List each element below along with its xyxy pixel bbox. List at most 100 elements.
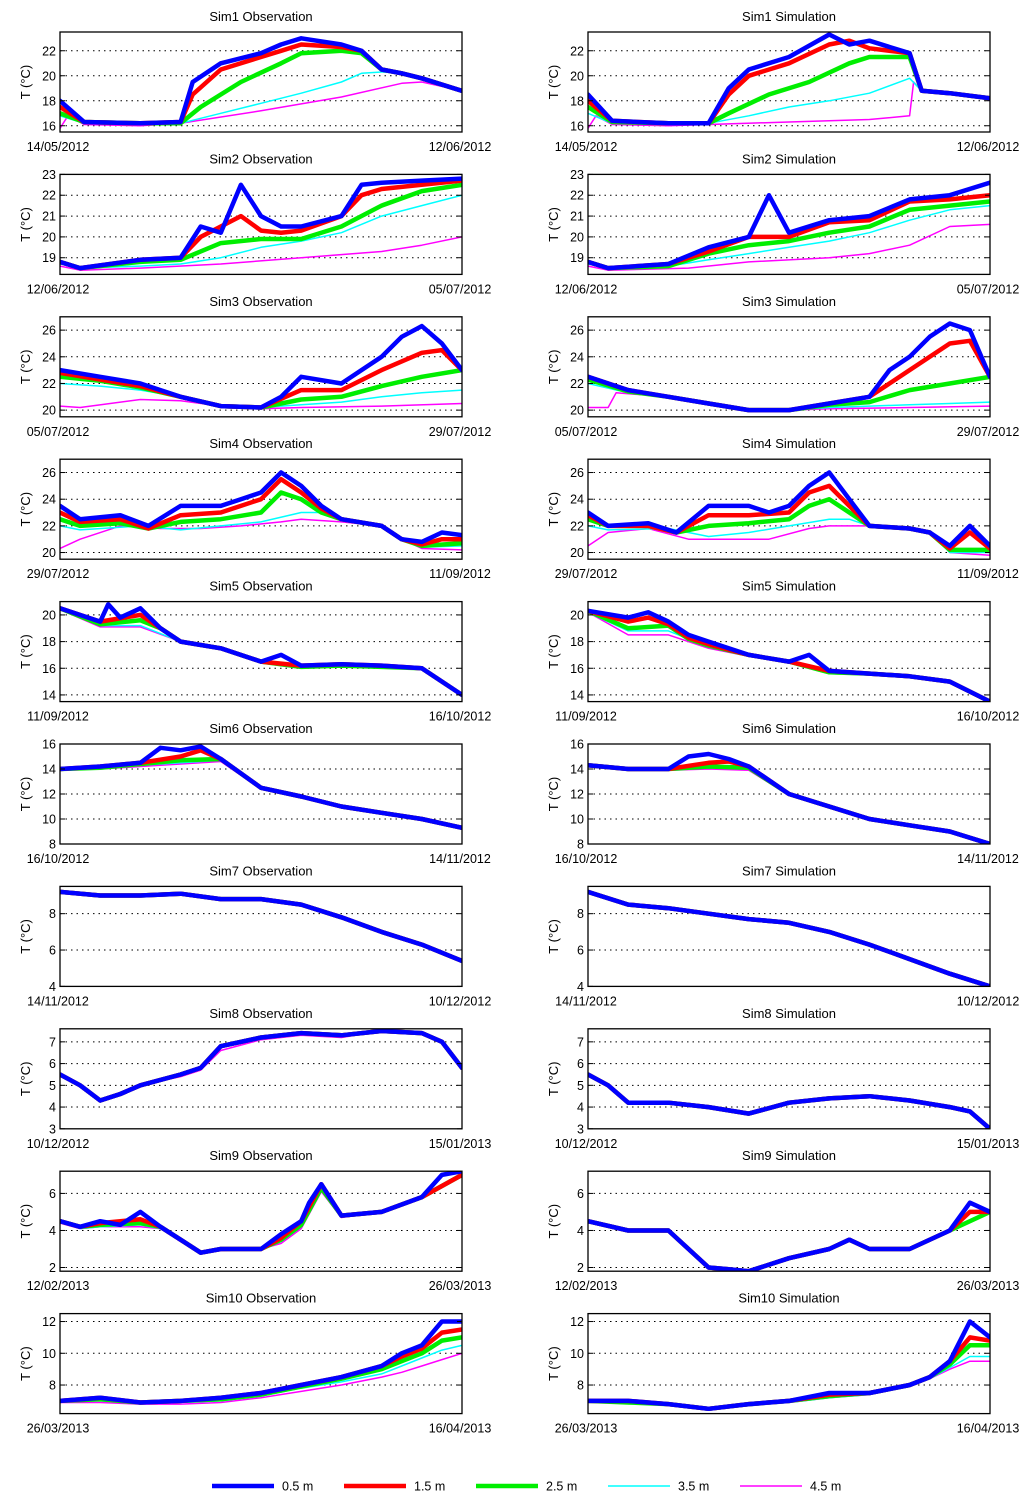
series-group	[588, 751, 990, 844]
x-start-label: 12/06/2012	[27, 282, 90, 296]
series-line-45m	[60, 1174, 462, 1254]
y-tick-label: 26	[42, 466, 56, 480]
x-start-label: 12/02/2013	[27, 1279, 90, 1293]
panel-sim1-simulation: Sim1 Simulation 16 18 20 22 T (°C) 14/05/2012 1…	[546, 9, 1019, 154]
x-end-label: 10/12/2012	[429, 994, 492, 1008]
y-tick-label: 4	[49, 1101, 56, 1115]
x-end-label: 15/01/2013	[957, 1137, 1020, 1151]
x-end-label: 15/01/2013	[429, 1137, 492, 1151]
y-tick-label: 16	[570, 119, 584, 133]
series-line-05m	[588, 180, 990, 271]
x-start-label: 11/09/2012	[27, 710, 89, 724]
plot-frame	[59, 31, 463, 133]
panel-sim4-simulation: Sim4 Simulation 20 22 24 26 T (°C) 29/07/2012 1…	[546, 436, 1019, 581]
y-tick-label: 8	[49, 1379, 56, 1393]
legend-label: 0.5 m	[282, 1480, 313, 1494]
x-start-label: 26/03/2013	[555, 1422, 618, 1436]
y-tick-label: 12	[42, 788, 56, 802]
y-tick-label: 26	[570, 324, 584, 338]
x-start-label: 14/11/2012	[27, 994, 89, 1008]
panel-title: Sim3 Simulation	[742, 294, 836, 309]
panel-sim1-observation: Sim1 Observation 16 18 20 22 T (°C) 14/05/2012…	[18, 9, 491, 154]
y-tick-label: 18	[42, 635, 56, 649]
plot-frame	[587, 1028, 991, 1130]
x-end-label: 12/06/2012	[957, 140, 1020, 154]
panel-title: Sim6 Observation	[209, 721, 312, 736]
x-start-label: 12/02/2013	[555, 1279, 618, 1293]
y-axis-label: T (°C)	[18, 65, 33, 100]
series-line-05m	[588, 751, 990, 844]
series-line-05m	[588, 321, 990, 413]
panel-title: Sim6 Simulation	[742, 721, 836, 736]
panel-title: Sim5 Observation	[209, 579, 312, 594]
x-end-label: 14/11/2012	[429, 852, 491, 866]
series-line-05m	[588, 1319, 990, 1412]
x-start-label: 29/07/2012	[555, 567, 618, 581]
series-group	[588, 608, 990, 702]
legend-label: 1.5 m	[414, 1480, 445, 1494]
y-tick-label: 20	[570, 404, 584, 418]
legend-item: 0.5 m	[212, 1480, 313, 1494]
x-start-label: 14/11/2012	[555, 994, 617, 1008]
y-tick-label: 21	[42, 210, 56, 224]
y-tick-label: 16	[42, 662, 56, 676]
y-tick-label: 24	[42, 493, 56, 507]
y-tick-label: 24	[42, 350, 56, 364]
y-tick-label: 16	[570, 662, 584, 676]
plot-frame	[587, 458, 991, 560]
y-tick-label: 3	[577, 1122, 584, 1136]
x-end-label: 26/03/2013	[957, 1279, 1020, 1293]
y-axis-label: T (°C)	[18, 1204, 33, 1239]
series-line-15m	[588, 759, 990, 844]
y-tick-label: 21	[570, 210, 584, 224]
series-group	[60, 602, 462, 698]
y-tick-label: 10	[42, 1347, 56, 1361]
y-tick-label: 14	[42, 688, 56, 702]
series-line-35m	[588, 765, 990, 844]
y-tick-label: 8	[577, 907, 584, 921]
panel-sim6-observation: Sim6 Observation 8 10 12 14 16 T (°C) 16/10/201…	[18, 721, 491, 866]
series-line-15m	[588, 608, 990, 702]
series-line-25m	[60, 48, 462, 126]
x-start-label: 11/09/2012	[555, 710, 617, 724]
x-end-label: 10/12/2012	[957, 994, 1020, 1008]
y-tick-label: 20	[42, 69, 56, 83]
x-end-label: 16/04/2013	[429, 1422, 492, 1436]
series-line-15m	[588, 1335, 990, 1412]
series-line-05m	[588, 889, 990, 987]
panel-sim5-simulation: Sim5 Simulation 14 16 18 20 T (°C) 11/09/2012 1…	[546, 579, 1019, 724]
legend: 0.5 m 1.5 m 2.5 m 3.5 m 4.5 m	[212, 1480, 841, 1494]
x-end-label: 16/10/2012	[957, 710, 1020, 724]
y-tick-label: 10	[570, 813, 584, 827]
y-axis-label: T (°C)	[546, 1062, 561, 1097]
y-tick-label: 20	[570, 608, 584, 622]
series-line-45m	[588, 223, 990, 271]
x-end-label: 29/07/2012	[429, 425, 492, 439]
y-tick-label: 20	[42, 230, 56, 244]
panel-sim6-simulation: Sim6 Simulation 8 10 12 14 16 T (°C) 16/10/2012…	[546, 721, 1019, 866]
plot-frame	[59, 316, 463, 418]
series-line-05m	[60, 176, 462, 271]
series-line-25m	[60, 182, 462, 271]
y-tick-label: 14	[570, 763, 584, 777]
y-axis-label: T (°C)	[546, 919, 561, 954]
y-tick-label: 6	[577, 1187, 584, 1201]
y-tick-label: 8	[577, 1379, 584, 1393]
panel-title: Sim4 Observation	[209, 436, 312, 451]
y-tick-label: 14	[42, 763, 56, 777]
plot-frame	[59, 1312, 463, 1415]
y-tick-label: 19	[570, 251, 584, 265]
legend-label: 3.5 m	[678, 1480, 709, 1494]
x-end-label: 11/09/2012	[429, 567, 491, 581]
x-start-label: 14/05/2012	[27, 140, 90, 154]
plot-frame	[587, 1170, 991, 1272]
panel-title: Sim3 Observation	[209, 294, 312, 309]
series-line-05m	[588, 1072, 990, 1129]
y-axis-label: T (°C)	[546, 350, 561, 385]
y-tick-label: 6	[577, 1057, 584, 1071]
x-start-label: 10/12/2012	[27, 1137, 90, 1151]
panel-sim2-simulation: Sim2 Simulation 19 20 21 22 23 T (°C) 12/06/201…	[546, 151, 1019, 296]
panel-title: Sim2 Simulation	[742, 151, 836, 166]
y-tick-label: 6	[49, 1187, 56, 1201]
series-group	[588, 1072, 990, 1129]
